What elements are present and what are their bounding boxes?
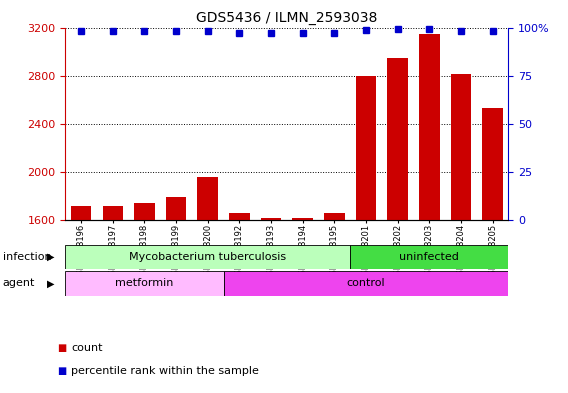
- Bar: [482, 108, 503, 393]
- Bar: [356, 75, 376, 393]
- Text: control: control: [346, 278, 385, 288]
- Bar: [224, 271, 508, 296]
- Bar: [166, 197, 186, 393]
- Text: ■: ■: [57, 343, 66, 353]
- Text: ▶: ▶: [47, 252, 54, 262]
- Bar: [450, 74, 471, 393]
- Bar: [419, 33, 440, 393]
- Title: GDS5436 / ILMN_2593038: GDS5436 / ILMN_2593038: [196, 11, 378, 25]
- Text: metformin: metformin: [115, 278, 174, 288]
- Bar: [387, 58, 408, 393]
- Text: percentile rank within the sample: percentile rank within the sample: [71, 366, 259, 376]
- Bar: [293, 218, 313, 393]
- Text: ▶: ▶: [47, 278, 54, 288]
- Bar: [65, 271, 224, 296]
- Text: infection: infection: [3, 252, 52, 262]
- Bar: [261, 218, 281, 393]
- Text: Mycobacterium tuberculosis: Mycobacterium tuberculosis: [129, 252, 286, 262]
- Bar: [134, 203, 154, 393]
- Bar: [350, 245, 508, 269]
- Text: agent: agent: [3, 278, 35, 288]
- Bar: [198, 177, 218, 393]
- Bar: [71, 206, 91, 393]
- Bar: [102, 206, 123, 393]
- Text: uninfected: uninfected: [399, 252, 459, 262]
- Bar: [65, 245, 350, 269]
- Bar: [324, 213, 345, 393]
- Text: count: count: [71, 343, 102, 353]
- Bar: [229, 213, 250, 393]
- Text: ■: ■: [57, 366, 66, 376]
